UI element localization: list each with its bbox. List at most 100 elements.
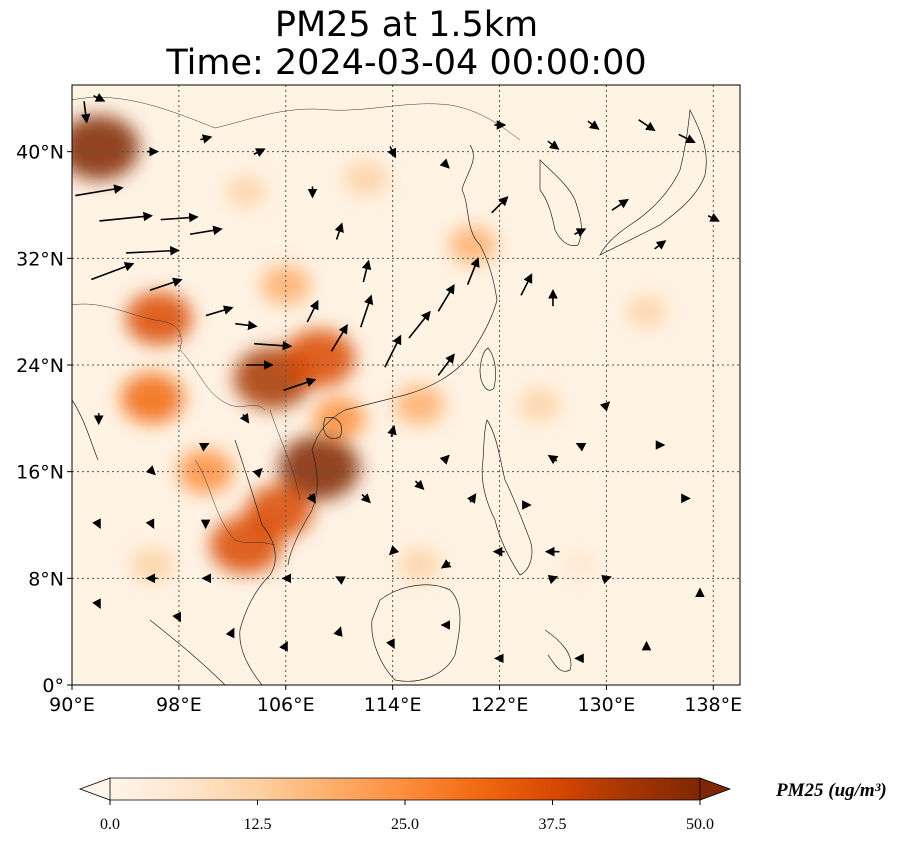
pm25-hotspot — [394, 385, 445, 425]
pm25-hotspot — [130, 547, 174, 583]
wind-arrow — [384, 334, 402, 368]
pm25-hotspot — [519, 388, 561, 422]
wind-arrow — [439, 158, 450, 169]
country-borders — [72, 97, 521, 546]
lat-tick-label: 16°N — [16, 462, 64, 484]
wind-arrow — [239, 412, 250, 424]
pm25-hotspot — [177, 449, 234, 494]
wind-arrow — [437, 283, 455, 312]
wind-arrow — [466, 493, 477, 504]
pm25-hotspot — [125, 291, 193, 345]
wind-arrow — [707, 213, 720, 222]
wind-arrow — [92, 598, 101, 610]
lon-tick-label: 106°E — [257, 694, 315, 716]
wind-arrow — [333, 626, 343, 637]
lon-tick-label: 90°E — [49, 694, 95, 716]
thailand-border — [194, 459, 276, 546]
pm25-hotspot — [343, 160, 389, 197]
wind-arrow — [252, 467, 263, 479]
wind-arrow — [520, 273, 533, 296]
wind-arrow — [198, 442, 210, 452]
wind-arrow — [387, 424, 397, 438]
lon-tick-label: 130°E — [578, 694, 636, 716]
wind-arrow — [491, 196, 509, 214]
wind-arrow — [235, 320, 258, 331]
wind-arrow — [547, 575, 559, 585]
wind-arrow — [547, 140, 560, 150]
wind-arrow — [386, 638, 395, 650]
philippines-coastline — [481, 419, 533, 576]
colorbar-low-extension — [78, 777, 111, 801]
wind-arrow — [225, 627, 235, 639]
wind-arrow — [306, 492, 316, 504]
wind-arrow — [678, 133, 696, 143]
lon-tick-label: 98°E — [156, 694, 202, 716]
wind-arrow — [189, 225, 223, 236]
wind-arrow — [466, 257, 480, 285]
lon-tick-label: 114°E — [364, 694, 422, 716]
sumatra-coastline — [149, 619, 226, 685]
wind-arrow — [75, 184, 124, 197]
map-title: PM25 at 1.5km — [274, 5, 539, 45]
pm25-hotspot — [398, 548, 440, 582]
pm25-hotspot — [278, 435, 360, 500]
wind-arrow — [408, 310, 431, 339]
wind-arrow — [99, 211, 154, 222]
wind-arrow — [599, 401, 611, 412]
lat-tick-label: 32°N — [16, 248, 64, 270]
wind-arrow — [587, 120, 600, 130]
colorbar-gradient — [110, 778, 700, 800]
wind-arrow — [574, 228, 587, 237]
pm25-hotspot — [283, 329, 356, 388]
borneo-coastline — [371, 584, 461, 682]
wind-arrow — [126, 245, 180, 256]
pm25-background — [72, 85, 740, 685]
wind-arrow — [93, 93, 106, 102]
laos-border — [269, 409, 301, 501]
wind-arrow — [283, 377, 317, 391]
pm25-hotspot — [313, 397, 366, 440]
pm25-hotspot — [626, 296, 666, 328]
wind-arrow — [145, 518, 155, 530]
lat-tick-label: 0° — [42, 675, 64, 697]
wind-arrow — [361, 259, 372, 283]
wind-arrow — [279, 640, 288, 652]
malay-coastline — [234, 439, 276, 685]
wind-arrow — [172, 611, 181, 623]
map-timestamp: Time: 2024-03-04 00:00:00 — [166, 43, 647, 83]
pm25-field — [72, 115, 666, 583]
pm25-hotspot — [72, 115, 140, 180]
pm25-hotspot — [245, 485, 313, 539]
wind-arrow — [254, 340, 293, 351]
hainan-coastline — [323, 417, 342, 439]
lon-tick-label: 138°E — [684, 694, 742, 716]
wind-arrow — [439, 454, 450, 465]
colorbar-tick-label: 12.5 — [244, 816, 272, 833]
graticule — [72, 85, 740, 685]
wind-arrow — [440, 559, 452, 569]
wind-arrow — [160, 212, 199, 223]
lat-tick-label: 40°N — [16, 142, 64, 164]
sulawesi-coastline — [544, 629, 572, 672]
wind-arrow — [92, 518, 101, 530]
wind-arrow — [414, 479, 425, 491]
colorbar-tick-label: 50.0 — [686, 816, 714, 833]
wind-arrow — [547, 454, 559, 465]
wind-arrow — [601, 575, 612, 585]
wind-arrow — [80, 101, 91, 124]
colorbar: 0.0 12.5 25.0 37.5 50.0 — [78, 777, 732, 833]
wind-arrow — [388, 545, 400, 556]
wind-arrow — [200, 134, 213, 144]
wind-arrow — [437, 353, 455, 376]
map-frame — [71, 84, 741, 686]
wind-arrow — [253, 148, 266, 157]
wind-arrow — [145, 465, 156, 476]
colorbar-tick-label: 37.5 — [539, 816, 567, 833]
lon-tick-label: 122°E — [471, 694, 529, 716]
wind-arrow — [90, 262, 135, 281]
lat-tick-label: 8°N — [28, 568, 64, 590]
korea-coastline — [539, 159, 582, 246]
wind-arrow — [205, 305, 234, 317]
colorbar-ticks: 0.0 12.5 25.0 37.5 50.0 — [100, 800, 714, 833]
latitude-labels: 40°N 32°N 24°N 16°N 8°N 0° — [16, 142, 72, 697]
